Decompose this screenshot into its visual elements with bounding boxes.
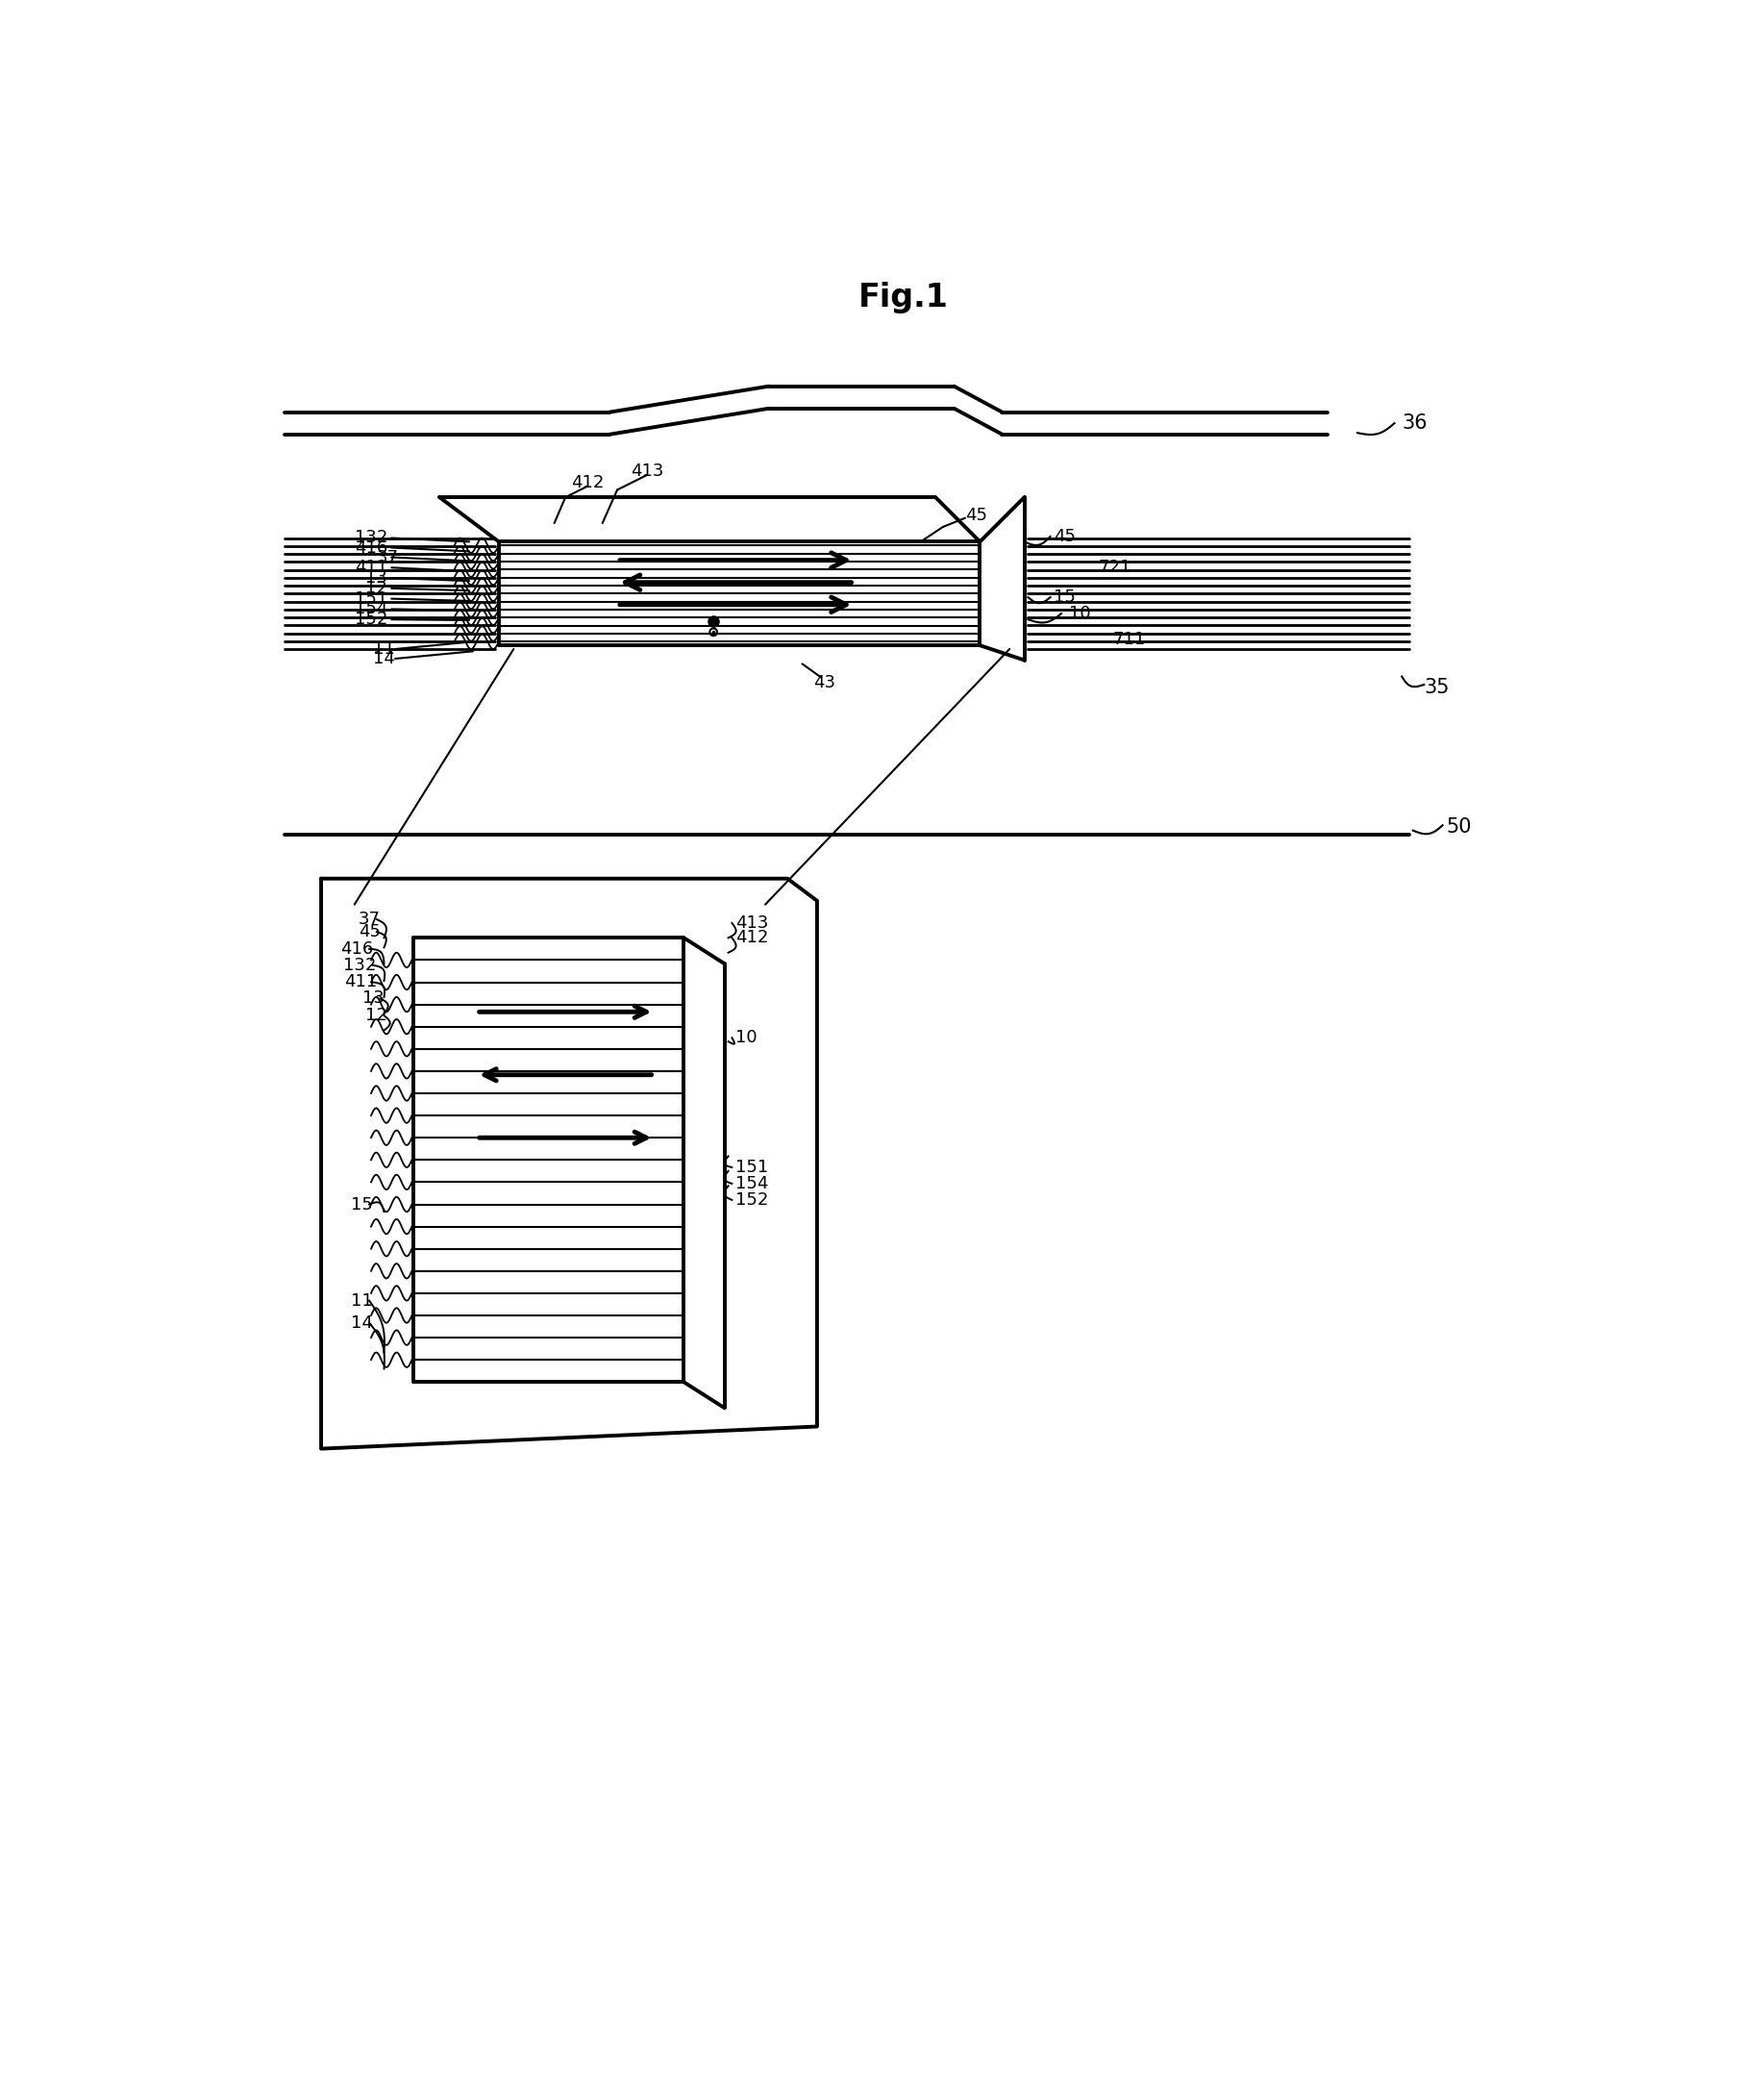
Text: 13: 13 xyxy=(365,569,388,586)
Text: 12: 12 xyxy=(365,579,388,596)
Text: 36: 36 xyxy=(1402,413,1427,432)
Text: 45: 45 xyxy=(358,924,381,941)
Text: 15: 15 xyxy=(1053,588,1076,606)
Text: 151: 151 xyxy=(355,590,388,606)
Text: 14: 14 xyxy=(374,650,395,667)
Text: 37: 37 xyxy=(377,548,399,565)
Text: 12: 12 xyxy=(365,1007,388,1024)
Text: 711: 711 xyxy=(1113,631,1147,648)
Text: 416: 416 xyxy=(340,941,372,957)
Text: 50: 50 xyxy=(1446,816,1471,837)
Text: 154: 154 xyxy=(355,600,388,617)
Text: Fig.1: Fig.1 xyxy=(859,282,949,314)
Text: 154: 154 xyxy=(736,1176,769,1192)
Text: 10: 10 xyxy=(736,1028,757,1047)
Text: 37: 37 xyxy=(358,910,381,928)
Text: 152: 152 xyxy=(736,1192,769,1209)
Text: 15: 15 xyxy=(351,1196,372,1213)
Text: 721: 721 xyxy=(1099,559,1131,575)
Text: 11: 11 xyxy=(351,1292,372,1309)
Text: 413: 413 xyxy=(630,463,663,480)
Text: 152: 152 xyxy=(355,611,388,627)
Text: 45: 45 xyxy=(1053,528,1076,544)
Text: 132: 132 xyxy=(355,530,388,546)
Text: 35: 35 xyxy=(1424,677,1450,698)
Text: 413: 413 xyxy=(736,914,769,933)
Text: 11: 11 xyxy=(374,640,395,658)
Text: 132: 132 xyxy=(344,957,377,974)
Text: 43: 43 xyxy=(813,673,836,692)
Text: 13: 13 xyxy=(362,991,385,1007)
Text: 411: 411 xyxy=(355,559,388,575)
Text: 14: 14 xyxy=(351,1315,372,1331)
Text: 411: 411 xyxy=(344,974,377,991)
Text: 412: 412 xyxy=(736,928,769,947)
Text: 151: 151 xyxy=(736,1159,769,1176)
Text: 416: 416 xyxy=(355,538,388,557)
Text: 412: 412 xyxy=(572,474,603,490)
Text: 10: 10 xyxy=(1069,604,1090,623)
Text: 45: 45 xyxy=(965,507,988,525)
